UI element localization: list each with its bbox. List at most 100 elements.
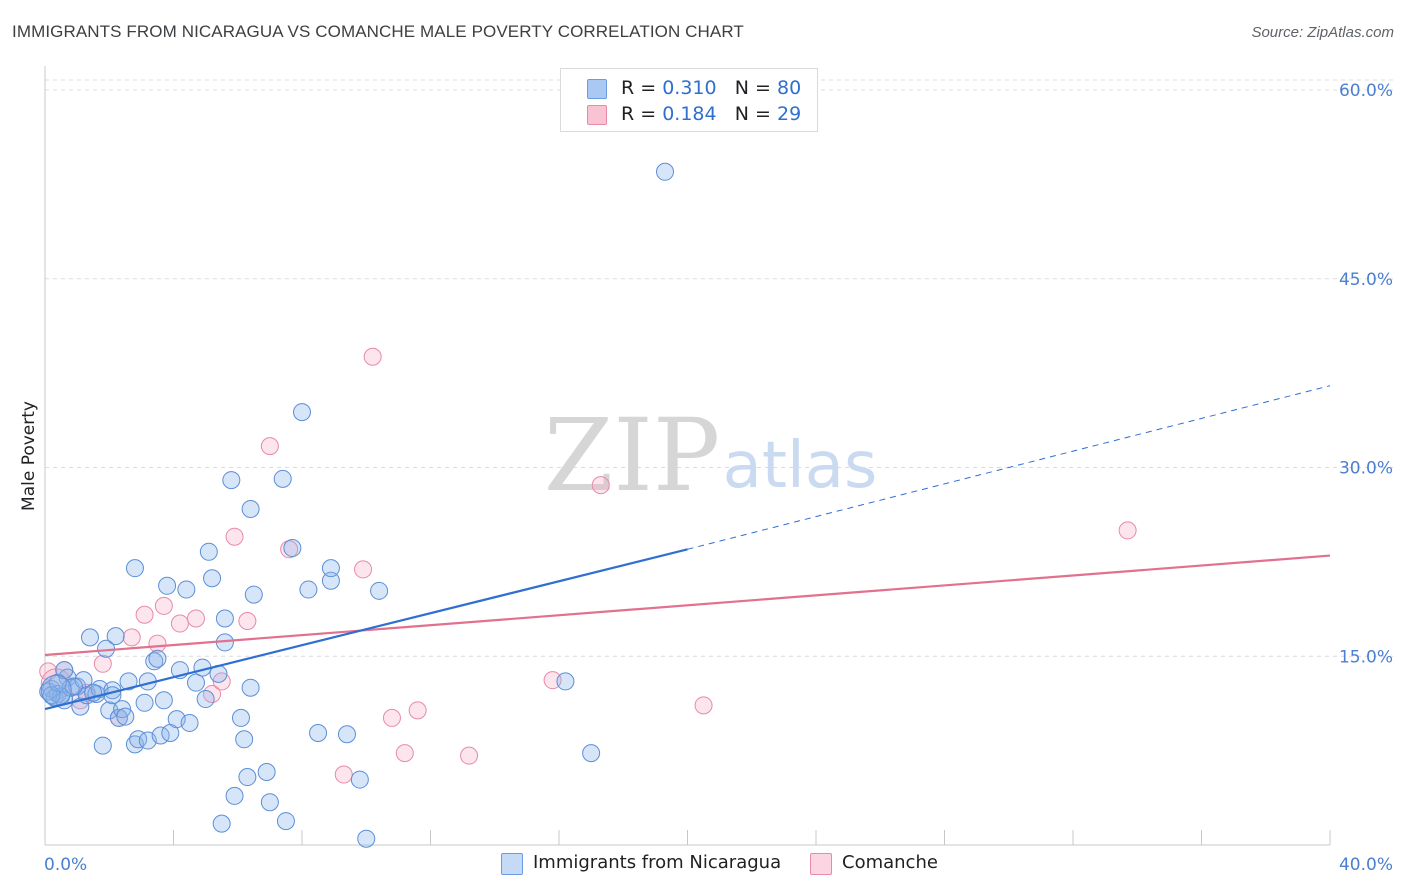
nicaragua-point (93, 736, 112, 755)
nicaragua-point (215, 609, 234, 628)
nicaragua-point (321, 571, 340, 590)
watermark: ZIP atlas (544, 397, 877, 514)
nicaragua-point (74, 671, 93, 690)
comanche-point (186, 609, 205, 628)
comanche-point (460, 746, 479, 765)
bottom-legend-label-nicaragua: Immigrants from Nicaragua (533, 852, 782, 873)
comanche-point (225, 527, 244, 546)
legend-r-value: 0.184 (662, 103, 717, 125)
bottom-legend-label-comanche: Comanche (842, 852, 938, 873)
comanche-trendline (44, 554, 1331, 657)
legend-n-label: N = (734, 103, 771, 125)
legend-n-label: N = (734, 77, 771, 99)
nicaragua-point-large (40, 674, 72, 706)
nicaragua-point (158, 576, 177, 595)
nicaragua-point (55, 661, 74, 680)
watermark-zip: ZIP (544, 397, 720, 514)
bottom-legend-swatch-comanche (810, 853, 832, 875)
comanche-point (170, 614, 189, 633)
nicaragua-point (116, 707, 135, 726)
nicaragua-point (119, 672, 138, 691)
nicaragua-point (337, 725, 356, 744)
comanche-point (135, 605, 154, 624)
nicaragua-point (100, 701, 119, 720)
nicaragua-point (257, 763, 276, 782)
nicaragua-point (357, 829, 376, 848)
comanche-point (1118, 521, 1137, 540)
x-tick-label: 40.0% (1339, 855, 1393, 875)
comanche-point (591, 476, 610, 495)
nicaragua-trendline-extension (687, 385, 1331, 550)
nicaragua-trendline (44, 548, 688, 711)
nicaragua-point (244, 585, 263, 604)
nicaragua-point (556, 672, 575, 691)
legend-r-label: R = (621, 103, 657, 125)
comanche-point (395, 744, 414, 763)
comanche-point (408, 701, 427, 720)
nicaragua-point (370, 581, 389, 600)
y-tick-label: 60.0% (1339, 81, 1393, 101)
y-tick-label: 15.0% (1339, 647, 1393, 667)
nicaragua-points (39, 162, 675, 848)
nicaragua-point (222, 471, 241, 490)
nicaragua-point (145, 652, 164, 671)
comanche-point (238, 612, 257, 631)
nicaragua-point (154, 691, 173, 710)
nicaragua-point (299, 580, 318, 599)
comanche-point (260, 437, 279, 456)
source-label: Source: ZipAtlas.com (1251, 24, 1394, 41)
nicaragua-point (80, 628, 99, 647)
nicaragua-point (656, 162, 675, 181)
legend-r-value: 0.310 (662, 77, 717, 99)
nicaragua-point (350, 770, 369, 789)
nicaragua-point (582, 744, 601, 763)
y-axis-label: Male Poverty (19, 401, 39, 511)
nicaragua-point (273, 469, 292, 488)
legend-text-nicaragua: R = 0.310 N = 80 (621, 77, 801, 99)
nicaragua-point (309, 724, 328, 743)
legend-swatch-comanche (587, 105, 607, 125)
nicaragua-point (241, 500, 260, 519)
nicaragua-point (125, 559, 144, 578)
nicaragua-point (196, 690, 215, 709)
legend-n-value: 80 (776, 77, 802, 99)
nicaragua-point (199, 542, 218, 561)
nicaragua-point (293, 403, 311, 422)
x-tick-label: 0.0% (44, 855, 87, 875)
bottom-legend-swatch-nicaragua (501, 853, 523, 875)
nicaragua-point (235, 730, 254, 749)
y-tick-label: 45.0% (1339, 270, 1393, 290)
nicaragua-point (64, 677, 83, 696)
axes (44, 66, 1331, 846)
y-tick-label: 30.0% (1339, 459, 1393, 479)
nicaragua-point (260, 793, 279, 812)
nicaragua-point (241, 678, 260, 697)
correlation-legend: R = 0.310 N = 80 R = 0.184 N = 29 (560, 68, 818, 132)
legend-swatch-nicaragua (587, 79, 607, 99)
nicaragua-point (103, 686, 122, 705)
nicaragua-point (225, 786, 244, 805)
comanche-point (382, 708, 401, 727)
trend-lines (44, 385, 1331, 711)
grid-lines (45, 79, 1395, 657)
nicaragua-point (148, 649, 167, 668)
nicaragua-point (106, 627, 125, 646)
comanche-point (354, 560, 373, 579)
nicaragua-point (177, 580, 196, 599)
legend-text-comanche: R = 0.184 N = 29 (621, 103, 801, 125)
legend-n-value: 29 (776, 103, 802, 125)
comanche-point (543, 671, 562, 690)
nicaragua-point (180, 713, 199, 732)
chart-title: IMMIGRANTS FROM NICARAGUA VS COMANCHE MA… (12, 22, 744, 41)
legend-r-label: R = (621, 77, 657, 99)
nicaragua-point (135, 693, 154, 712)
nicaragua-point (212, 814, 231, 833)
nicaragua-point (203, 569, 222, 588)
nicaragua-point (129, 730, 148, 749)
nicaragua-point (283, 539, 302, 558)
comanche-point (363, 347, 382, 366)
watermark-atlas: atlas (723, 429, 878, 503)
comanche-point (93, 654, 112, 673)
nicaragua-point (231, 708, 250, 727)
